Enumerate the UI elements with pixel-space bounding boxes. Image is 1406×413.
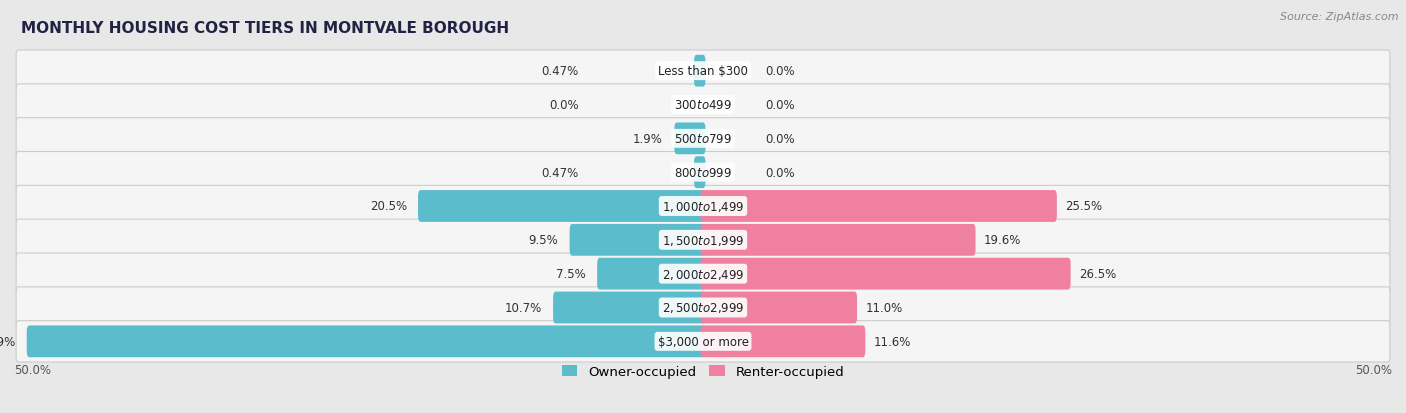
FancyBboxPatch shape xyxy=(700,224,976,256)
FancyBboxPatch shape xyxy=(15,51,1391,92)
Text: Source: ZipAtlas.com: Source: ZipAtlas.com xyxy=(1281,12,1399,22)
Text: $2,500 to $2,999: $2,500 to $2,999 xyxy=(662,301,744,315)
Text: 0.0%: 0.0% xyxy=(765,133,794,145)
FancyBboxPatch shape xyxy=(695,157,706,189)
Text: 7.5%: 7.5% xyxy=(557,268,586,280)
Text: 26.5%: 26.5% xyxy=(1080,268,1116,280)
Text: 0.0%: 0.0% xyxy=(765,99,794,112)
FancyBboxPatch shape xyxy=(15,152,1391,193)
FancyBboxPatch shape xyxy=(598,258,706,290)
FancyBboxPatch shape xyxy=(700,191,1057,222)
FancyBboxPatch shape xyxy=(695,56,706,88)
Text: $3,000 or more: $3,000 or more xyxy=(658,335,748,348)
FancyBboxPatch shape xyxy=(700,258,1070,290)
Text: 9.5%: 9.5% xyxy=(529,234,558,247)
FancyBboxPatch shape xyxy=(700,325,865,357)
FancyBboxPatch shape xyxy=(700,292,858,324)
Text: 0.47%: 0.47% xyxy=(541,166,579,179)
Text: MONTHLY HOUSING COST TIERS IN MONTVALE BOROUGH: MONTHLY HOUSING COST TIERS IN MONTVALE B… xyxy=(21,21,509,36)
FancyBboxPatch shape xyxy=(675,123,706,155)
Text: $1,000 to $1,499: $1,000 to $1,499 xyxy=(662,199,744,214)
FancyBboxPatch shape xyxy=(15,85,1391,126)
FancyBboxPatch shape xyxy=(15,321,1391,362)
Text: 11.0%: 11.0% xyxy=(866,301,903,314)
Text: 20.5%: 20.5% xyxy=(370,200,406,213)
Text: 11.6%: 11.6% xyxy=(875,335,911,348)
Text: 19.6%: 19.6% xyxy=(984,234,1022,247)
Text: 50.0%: 50.0% xyxy=(14,363,51,376)
Text: 50.0%: 50.0% xyxy=(1355,363,1392,376)
FancyBboxPatch shape xyxy=(15,119,1391,159)
Text: 1.9%: 1.9% xyxy=(633,133,664,145)
Text: 0.0%: 0.0% xyxy=(550,99,579,112)
Text: $500 to $799: $500 to $799 xyxy=(673,133,733,145)
Legend: Owner-occupied, Renter-occupied: Owner-occupied, Renter-occupied xyxy=(557,360,849,384)
Text: 0.0%: 0.0% xyxy=(765,166,794,179)
FancyBboxPatch shape xyxy=(15,254,1391,294)
Text: $300 to $499: $300 to $499 xyxy=(673,99,733,112)
FancyBboxPatch shape xyxy=(418,191,706,222)
Text: 48.9%: 48.9% xyxy=(0,335,15,348)
Text: Less than $300: Less than $300 xyxy=(658,65,748,78)
FancyBboxPatch shape xyxy=(15,186,1391,227)
FancyBboxPatch shape xyxy=(15,220,1391,261)
Text: 25.5%: 25.5% xyxy=(1066,200,1102,213)
Text: 0.47%: 0.47% xyxy=(541,65,579,78)
FancyBboxPatch shape xyxy=(15,287,1391,328)
Text: $2,000 to $2,499: $2,000 to $2,499 xyxy=(662,267,744,281)
Text: 10.7%: 10.7% xyxy=(505,301,541,314)
FancyBboxPatch shape xyxy=(27,325,706,357)
Text: $800 to $999: $800 to $999 xyxy=(673,166,733,179)
FancyBboxPatch shape xyxy=(553,292,706,324)
Text: $1,500 to $1,999: $1,500 to $1,999 xyxy=(662,233,744,247)
Text: 0.0%: 0.0% xyxy=(765,65,794,78)
FancyBboxPatch shape xyxy=(569,224,706,256)
